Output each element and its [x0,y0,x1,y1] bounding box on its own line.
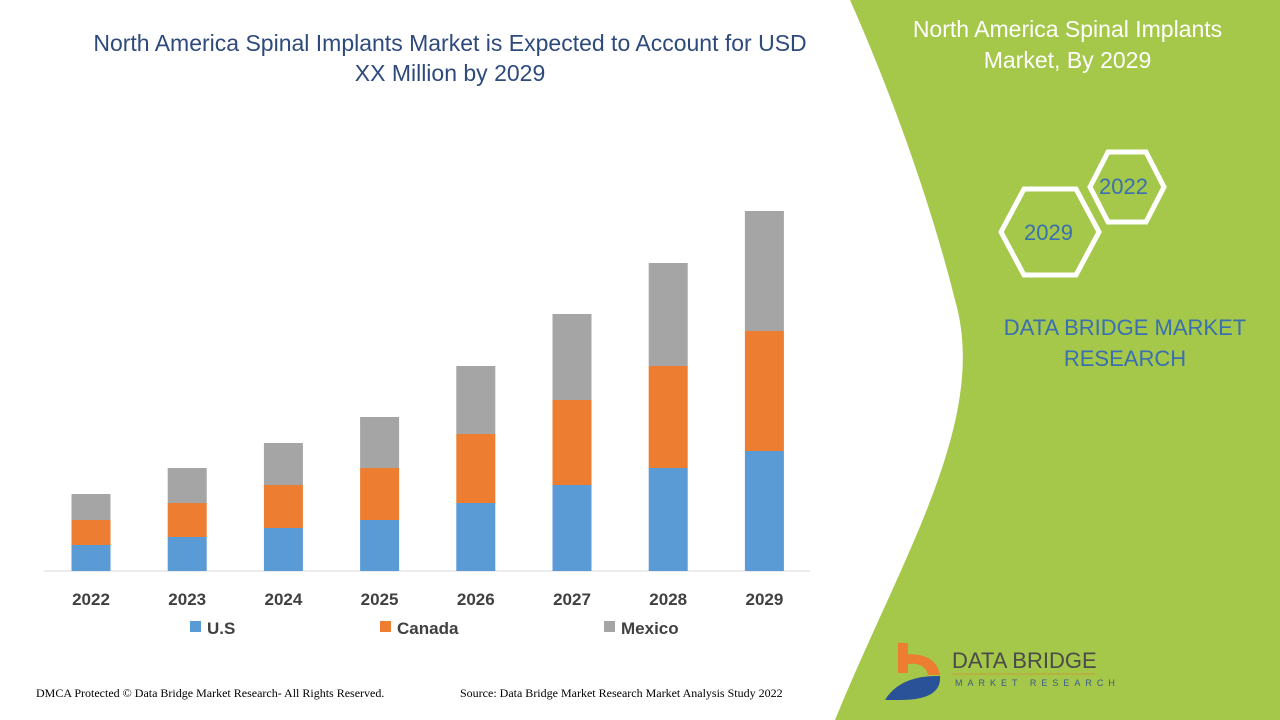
bar-us-2026 [456,503,496,571]
bar-canada-2023 [167,503,207,537]
chart-plot: 2022 2023 2024 2025 2026 2027 2028 2029 U.S Canad… [44,211,810,638]
bar-us-2029 [744,451,784,571]
logo-subtitle: MARKET RESEARCH [955,678,1120,688]
hex-label-2029: 2029 [1024,220,1073,245]
hexagon-2022 [1087,149,1167,225]
legend-label: U.S [207,619,235,638]
bar-mexico-2024 [263,443,303,485]
bar-mexico-2023 [167,468,207,503]
bar-us-2025 [360,520,400,571]
x-tick-label: 2029 [745,590,783,609]
bar-mexico-2029 [744,211,784,331]
bar-mexico-2027 [552,314,592,400]
chart-title: North America Spinal Implants Market is … [93,30,807,86]
hexagon-2029 [998,186,1102,278]
bar-mexico-2022 [71,494,111,520]
legend-swatch [190,621,201,632]
copyright-text: DMCA Protected © Data Bridge Market Rese… [36,686,385,700]
green-side-panel [835,0,1280,720]
legend-label: Canada [397,619,459,638]
bar-canada-2026 [456,434,496,503]
hex-label-2022: 2022 [1099,174,1148,199]
x-tick-label: 2028 [649,590,687,609]
legend-label: Mexico [621,619,679,638]
legend-swatch [380,621,391,632]
bar-canada-2028 [648,366,688,468]
bar-canada-2025 [360,468,400,520]
bar-canada-2029 [744,331,784,451]
logo-name: DATA BRIDGE [952,648,1097,673]
bar-us-2028 [648,468,688,571]
bar-mexico-2026 [456,366,496,434]
brand-text: DATA BRIDGE MARKET RESEARCH [1003,315,1247,371]
logo-mark [885,643,941,700]
x-tick-label: 2027 [553,590,591,609]
bar-mexico-2025 [360,417,400,468]
bar-us-2024 [263,528,303,571]
bar-us-2022 [71,545,111,571]
bar-us-2023 [167,537,207,571]
bar-mexico-2028 [648,263,688,366]
x-tick-label: 2022 [72,590,110,609]
bar-canada-2024 [263,485,303,528]
bar-us-2027 [552,485,592,571]
bar-canada-2027 [552,400,592,485]
legend-swatch [604,621,615,632]
x-tick-label: 2023 [168,590,206,609]
x-tick-label: 2026 [457,590,495,609]
x-tick-label: 2024 [264,590,302,609]
source-text: Source: Data Bridge Market Research Mark… [460,686,783,700]
bar-canada-2022 [71,520,111,545]
side-panel-title: North America Spinal Implants Market, By… [912,16,1223,73]
x-tick-label: 2025 [361,590,399,609]
